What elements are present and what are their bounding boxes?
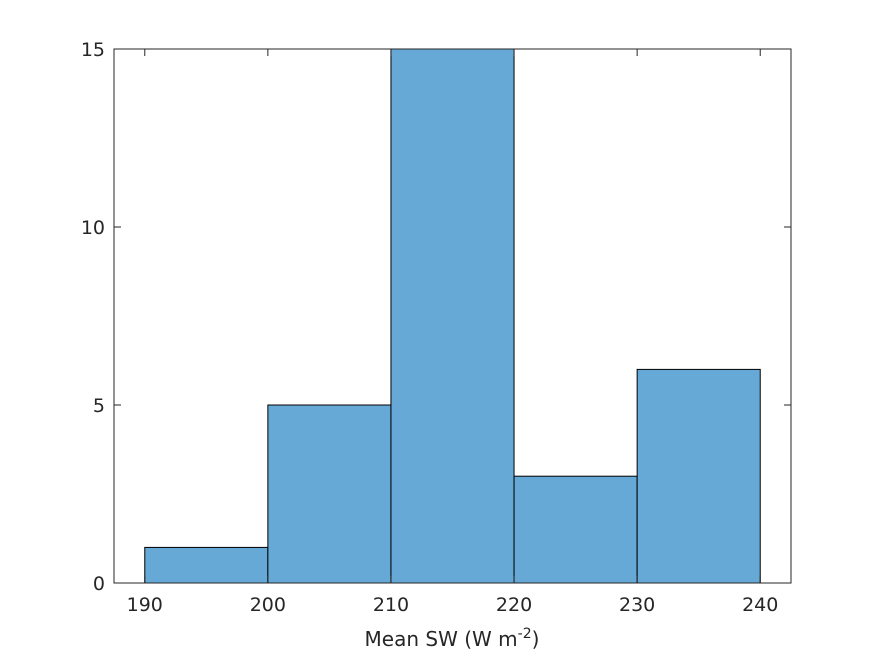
x-axis-label: Mean SW (W m-2) (365, 626, 540, 651)
y-tick-label: 0 (93, 573, 105, 595)
x-axis-ticks: 190 200 210 220 230 240 (127, 49, 778, 616)
axes (113, 48, 792, 584)
histogram-bar-2 (267, 404, 392, 584)
plot-frame (113, 48, 792, 584)
x-tick-label: 240 (742, 594, 778, 616)
x-tick-label: 220 (496, 594, 532, 616)
y-tick-label: 15 (81, 39, 105, 61)
x-tick-label: 210 (373, 594, 409, 616)
y-axis-ticks: 0 5 10 15 (81, 39, 791, 595)
histogram-bar-3 (390, 48, 515, 584)
histogram-bar-4 (513, 475, 638, 584)
y-tick-label: 10 (81, 217, 105, 239)
x-tick-label: 190 (127, 594, 163, 616)
histogram-bar-5 (636, 368, 761, 584)
histogram-bars (144, 48, 761, 584)
x-tick-label: 200 (250, 594, 286, 616)
histogram-bar-1 (144, 546, 269, 584)
x-tick-label: 230 (619, 594, 655, 616)
y-tick-label: 5 (93, 395, 105, 417)
